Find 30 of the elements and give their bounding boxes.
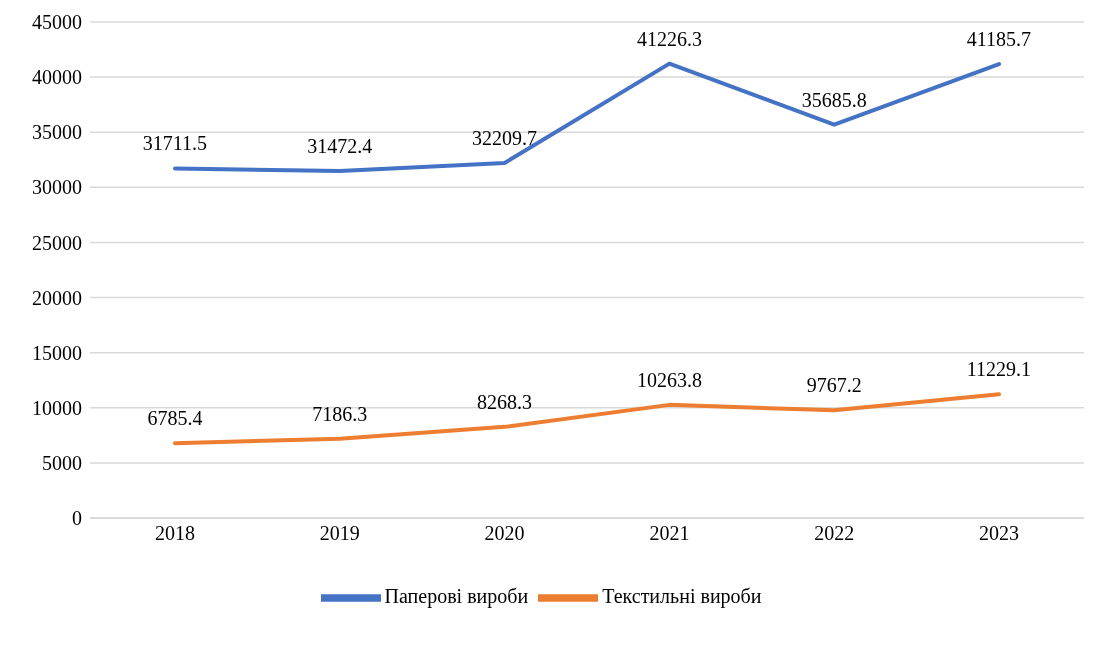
data-label: 41185.7	[966, 28, 1032, 51]
data-label: 32209.7	[472, 126, 538, 149]
x-tick-label: 2021	[649, 522, 690, 545]
data-label: 31472.4	[307, 135, 373, 158]
legend-label: Текстильні вироби	[602, 584, 762, 607]
x-tick-label: 2018	[155, 522, 195, 545]
data-label: 7186.3	[312, 402, 368, 425]
x-tick-label: 2022	[814, 522, 855, 545]
y-tick-label: 40000	[32, 66, 82, 89]
y-tick-label: 15000	[32, 341, 82, 364]
data-label: 31711.5	[142, 132, 208, 155]
y-tick-label: 25000	[32, 231, 82, 254]
y-tick-label: 0	[72, 507, 82, 530]
y-tick-label: 20000	[32, 286, 82, 309]
y-tick-label: 30000	[32, 176, 82, 199]
data-label: 10263.8	[636, 368, 702, 391]
data-label: 41226.3	[636, 27, 702, 50]
y-tick-label: 35000	[32, 121, 82, 144]
y-tick-label: 5000	[42, 451, 82, 474]
data-label: 6785.4	[147, 407, 203, 430]
y-tick-label: 10000	[32, 396, 82, 419]
x-tick-label: 2020	[484, 522, 525, 545]
x-tick-label: 2019	[319, 522, 360, 545]
data-label: 11229.1	[966, 358, 1032, 381]
legend-label: Паперові вироби	[384, 584, 529, 607]
y-tick-label: 45000	[32, 11, 82, 34]
data-label: 9767.2	[806, 374, 862, 397]
data-label: 8268.3	[477, 390, 533, 413]
x-tick-label: 2023	[979, 522, 1019, 545]
data-label: 35685.8	[801, 88, 867, 111]
